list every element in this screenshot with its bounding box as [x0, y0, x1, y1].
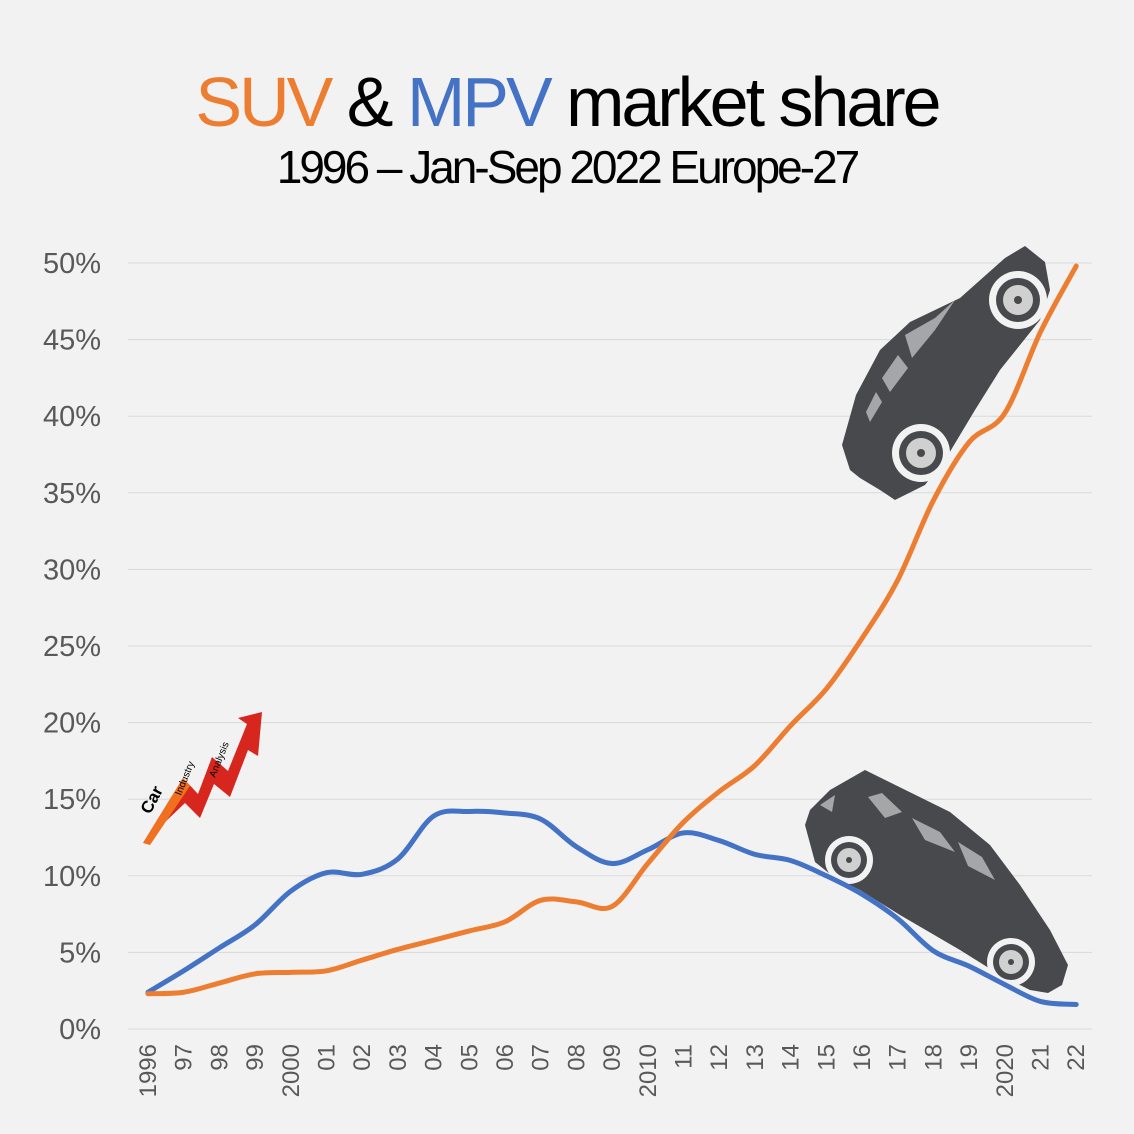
x-tick-label: 08 [563, 1044, 590, 1071]
x-tick-label: 13 [742, 1044, 769, 1071]
title-suv-word: SUV [195, 63, 333, 141]
chart-subtitle: 1996 – Jan-Sep 2022 Europe-27 [276, 141, 861, 193]
x-tick-label: 22 [1063, 1044, 1090, 1071]
y-tick-label: 30% [43, 554, 101, 586]
x-tick-label: 19 [956, 1044, 983, 1071]
x-tick-label: 18 [920, 1044, 947, 1071]
x-tick-label: 05 [456, 1044, 483, 1071]
series-lines [145, 263, 1079, 1007]
red-arrow-logo-icon: Car Industry Analysis [137, 712, 262, 845]
x-tick-label: 14 [778, 1044, 805, 1071]
x-tick-label: 1996 [135, 1044, 162, 1097]
x-tick-label: 03 [385, 1044, 412, 1071]
title-mpv-word: MPV [406, 63, 553, 141]
title-ampersand: & [330, 63, 407, 141]
x-tick-label: 21 [1028, 1044, 1055, 1071]
x-tick-label: 11 [671, 1044, 698, 1069]
y-tick-label: 5% [59, 937, 101, 969]
y-tick-label: 40% [43, 401, 101, 433]
y-tick-label: 10% [43, 861, 101, 893]
series-line-mpv [145, 808, 1079, 1007]
x-tick-label: 98 [206, 1044, 233, 1071]
y-tick-label: 50% [43, 248, 101, 280]
x-tick-label: 07 [528, 1044, 555, 1071]
x-tick-label: 2010 [635, 1044, 662, 1097]
x-tick-label: 15 [813, 1044, 840, 1071]
series-line-suv [145, 263, 1079, 997]
x-tick-label: 16 [849, 1044, 876, 1071]
x-axis-ticks: 1996 97 98 99 2000 01 02 03 04 05 06 07 08 09 2010 11 12… [135, 1044, 1090, 1097]
y-axis-ticks: 0% 5% 10% 15% 20% 25% 30% 35% 40% 45% 50% [43, 248, 101, 1046]
y-tick-label: 15% [43, 784, 101, 816]
mpv-van-icon [805, 770, 1068, 993]
y-tick-label: 35% [43, 478, 101, 510]
gridlines [128, 262, 1092, 1030]
x-tick-label: 99 [242, 1044, 269, 1071]
x-tick-label: 17 [885, 1044, 912, 1071]
x-tick-label: 2000 [278, 1044, 305, 1097]
y-tick-label: 20% [43, 708, 101, 740]
x-tick-label: 09 [599, 1044, 626, 1071]
y-tick-label: 25% [43, 631, 101, 663]
chart-title: SUV & MPV market share [0, 62, 1134, 142]
y-tick-label: 0% [59, 1014, 101, 1046]
suv-car-icon [842, 246, 1050, 500]
y-tick-label: 45% [43, 325, 101, 357]
x-tick-label: 02 [349, 1044, 376, 1071]
x-tick-label: 2020 [992, 1044, 1019, 1097]
x-tick-label: 04 [421, 1044, 448, 1071]
title-rest: market share [549, 63, 941, 141]
x-tick-label: 06 [492, 1044, 519, 1071]
x-tick-label: 12 [706, 1044, 733, 1071]
x-tick-label: 01 [314, 1044, 341, 1071]
x-tick-label: 97 [171, 1044, 198, 1071]
